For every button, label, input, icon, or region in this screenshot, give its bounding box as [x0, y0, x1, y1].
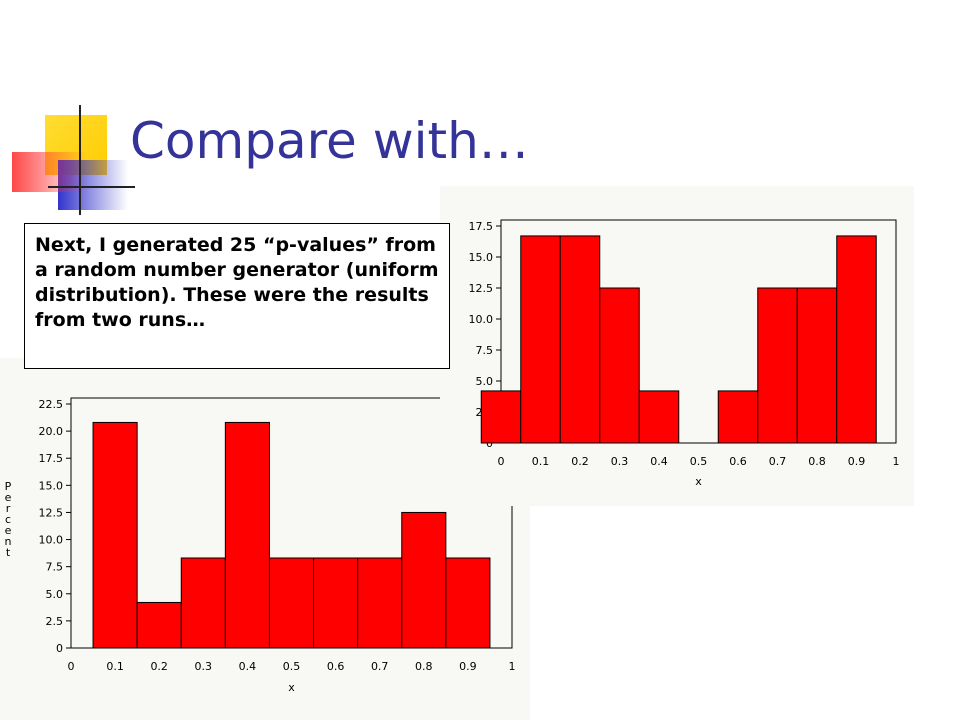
y-tick-label: 10.0 — [469, 313, 494, 326]
histogram-bar — [92, 421, 138, 649]
histogram-bar — [357, 557, 403, 649]
y-tick-label: 15.0 — [469, 251, 494, 264]
x-tick-label: 0.8 — [808, 455, 826, 468]
y-tick-label: 2.5 — [46, 615, 64, 628]
plot-frame — [500, 219, 897, 444]
x-tick-label: 0.9 — [459, 660, 477, 673]
x-tick-label: 1 — [509, 660, 516, 673]
x-tick-label: 0.7 — [769, 455, 787, 468]
x-tick-label: 0.9 — [848, 455, 866, 468]
x-tick-label: 0.1 — [106, 660, 124, 673]
x-tick-label: 0.2 — [150, 660, 168, 673]
callout-box: Next, I generated 25 “p-values” from a r… — [24, 223, 450, 369]
histogram-run-2: 02.55.07.510.012.515.017.500.10.20.30.40… — [469, 219, 900, 488]
histogram-bar — [836, 235, 877, 444]
slide-logo — [12, 105, 135, 215]
histogram-bar — [717, 390, 759, 444]
y-tick-label: 20.0 — [39, 425, 64, 438]
x-tick-label: 0.2 — [571, 455, 589, 468]
x-tick-label: 0 — [68, 660, 75, 673]
histogram-bar — [313, 557, 359, 649]
x-tick-label: 0.3 — [195, 660, 213, 673]
x-axis-label: x — [288, 681, 295, 694]
x-tick-label: 0.7 — [371, 660, 389, 673]
y-tick-label: 15.0 — [39, 479, 64, 492]
y-tick-label: 17.5 — [39, 452, 64, 465]
y-tick-label: 7.5 — [46, 561, 64, 574]
y-tick-label: 0 — [56, 642, 63, 655]
histogram-run-2-panel: 02.55.07.510.012.515.017.500.10.20.30.40… — [440, 186, 914, 506]
x-tick-label: 0.3 — [611, 455, 629, 468]
y-tick-label: 10.0 — [39, 534, 64, 547]
histogram-bar — [136, 601, 182, 649]
x-tick-label: 0.5 — [690, 455, 708, 468]
y-tick-label: 17.5 — [469, 220, 494, 233]
histogram-bar — [638, 390, 680, 444]
x-tick-label: 0.8 — [415, 660, 433, 673]
histogram-bar — [180, 557, 226, 649]
y-tick-label: 22.5 — [39, 398, 64, 411]
x-tick-label: 0.4 — [239, 660, 257, 673]
y-tick-label: 5.0 — [476, 375, 494, 388]
histogram-bar — [480, 390, 522, 444]
histogram-bar — [757, 287, 798, 444]
y-tick-label: 7.5 — [476, 344, 494, 357]
histogram-bar — [520, 235, 561, 444]
x-tick-label: 0.6 — [729, 455, 747, 468]
y-tick-label: 12.5 — [39, 506, 64, 519]
histogram-bar — [599, 287, 640, 444]
histogram-bar — [224, 421, 270, 649]
x-tick-label: 0.4 — [650, 455, 668, 468]
x-axis-label: x — [695, 475, 702, 488]
histogram-bar — [559, 235, 601, 444]
y-tick-label: 5.0 — [46, 588, 64, 601]
histogram-bar — [796, 287, 838, 444]
x-tick-label: 0.5 — [283, 660, 301, 673]
histogram-run-1: 0 2.5 5.0 7.5 10.0 12.5 15.0 17.5 20.0 22.5 0 0.1 0.… — [5, 397, 516, 694]
x-tick-label: 0.6 — [327, 660, 345, 673]
y-tick-label: 0 — [486, 437, 493, 450]
x-tick-label: 0 — [498, 455, 505, 468]
x-tick-label: 0.1 — [532, 455, 550, 468]
y-tick-label: 12.5 — [469, 282, 494, 295]
histogram-bar — [268, 557, 315, 649]
histogram-bar — [401, 511, 447, 649]
slide-title: Compare with… — [130, 112, 529, 170]
histogram-bar — [445, 557, 491, 649]
x-tick-label: 1 — [893, 455, 900, 468]
